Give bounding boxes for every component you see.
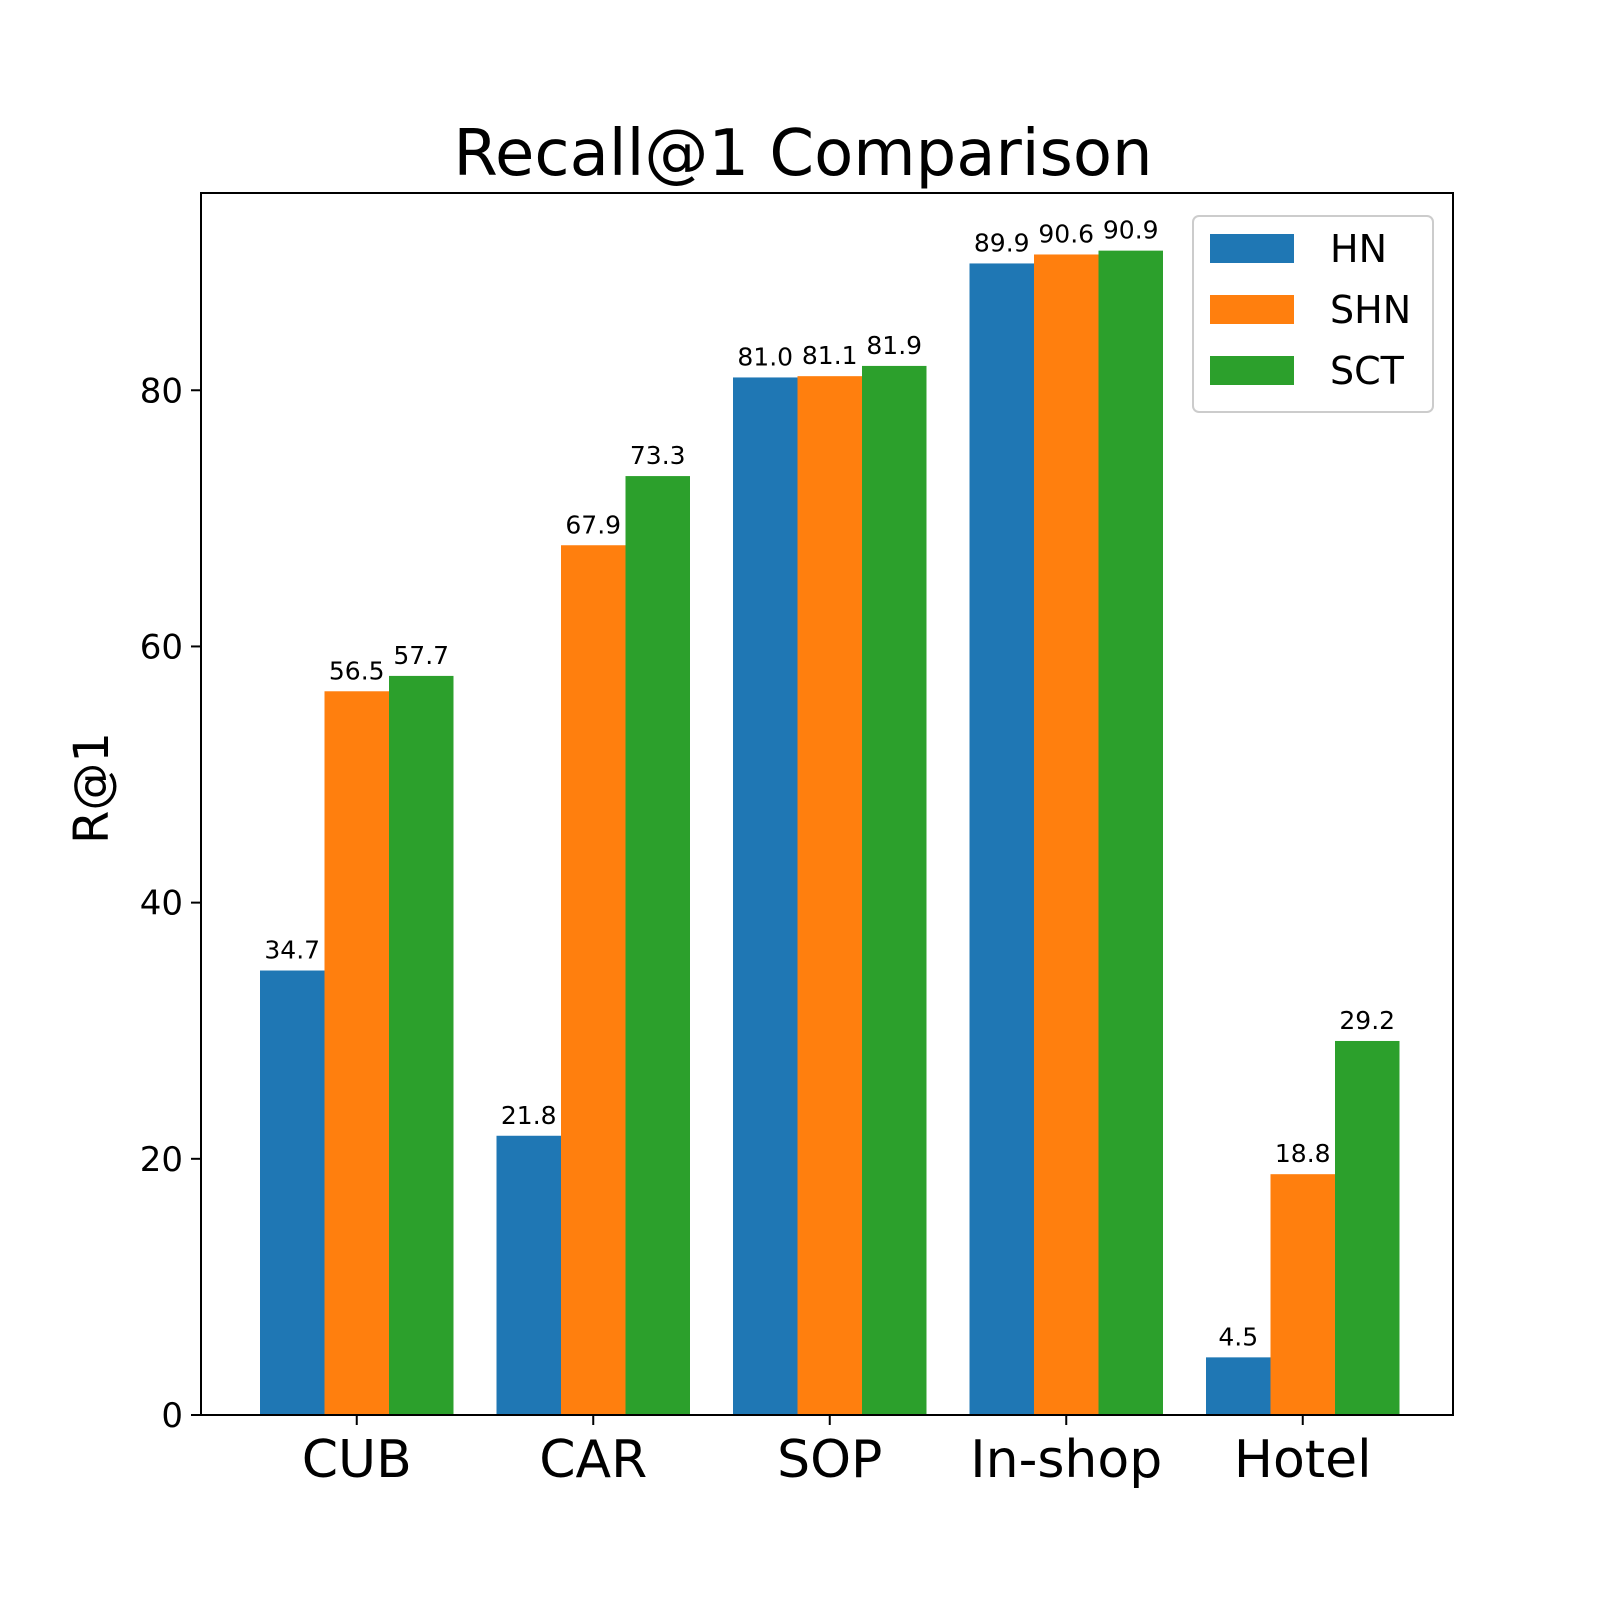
bar-value-label: 89.9 bbox=[974, 228, 1030, 257]
bar-value-label: 57.7 bbox=[393, 641, 449, 670]
legend-swatch-shn bbox=[1210, 295, 1294, 324]
bar-hn-hotel bbox=[1206, 1357, 1271, 1415]
bar-value-label: 34.7 bbox=[264, 936, 320, 965]
y-axis-label: R@1 bbox=[64, 732, 120, 844]
chart-title: Recall@1 Comparison bbox=[453, 117, 1152, 191]
bar-value-label: 90.9 bbox=[1103, 216, 1159, 245]
x-tick-label: Hotel bbox=[1234, 1430, 1372, 1490]
legend-swatch-sct bbox=[1210, 356, 1294, 385]
legend-label-shn: SHN bbox=[1330, 288, 1411, 332]
bar-hn-cub bbox=[260, 970, 325, 1415]
bar-sct-car bbox=[625, 476, 690, 1416]
bar-hn-in-shop bbox=[969, 263, 1034, 1416]
bar-value-label: 67.9 bbox=[565, 510, 621, 539]
bar-value-label: 81.1 bbox=[802, 341, 858, 370]
bar-value-label: 4.5 bbox=[1218, 1322, 1258, 1351]
bar-hn-sop bbox=[733, 377, 798, 1416]
legend: HN SHN SCT bbox=[1192, 215, 1434, 413]
bar-value-label: 18.8 bbox=[1275, 1139, 1331, 1168]
bars-group bbox=[260, 250, 1400, 1416]
x-tick-label: CUB bbox=[302, 1430, 412, 1490]
x-axis-ticks: CUB CAR SOP In-shop Hotel bbox=[302, 1415, 1372, 1490]
bar-value-label: 56.5 bbox=[329, 656, 385, 685]
bar-sct-hotel bbox=[1335, 1040, 1400, 1415]
bar-shn-sop bbox=[797, 376, 862, 1415]
bar-value-label: 81.9 bbox=[866, 331, 922, 360]
y-axis-ticks: 0 20 40 60 80 bbox=[140, 371, 201, 1436]
x-tick-label: SOP bbox=[777, 1430, 882, 1490]
y-tick-label: 0 bbox=[161, 1396, 183, 1436]
y-tick-label: 60 bbox=[140, 627, 183, 667]
y-tick-label: 20 bbox=[140, 1140, 183, 1180]
legend-swatch-hn bbox=[1210, 234, 1294, 263]
bar-value-label: 90.6 bbox=[1038, 219, 1094, 248]
bar-shn-car bbox=[561, 545, 626, 1415]
legend-label-hn: HN bbox=[1330, 227, 1387, 271]
bar-shn-in-shop bbox=[1034, 254, 1099, 1416]
bar-sct-in-shop bbox=[1098, 250, 1163, 1415]
x-tick-label: CAR bbox=[539, 1430, 647, 1490]
bar-value-label: 73.3 bbox=[630, 441, 686, 470]
plot-area-frame bbox=[200, 192, 1454, 1416]
bar-hn-car bbox=[496, 1135, 561, 1415]
legend-label-sct: SCT bbox=[1330, 349, 1405, 393]
bar-labels-group: 34.7 21.8 81.0 89.9 4.5 56.5 67.9 81.1 90.6 18.8 5… bbox=[264, 216, 1395, 1352]
bar-shn-cub bbox=[324, 691, 389, 1415]
y-tick-label: 80 bbox=[140, 371, 183, 411]
y-tick-label: 40 bbox=[140, 884, 183, 924]
bar-value-label: 29.2 bbox=[1339, 1006, 1395, 1035]
bar-value-label: 21.8 bbox=[501, 1101, 557, 1130]
bar-value-label: 81.0 bbox=[737, 342, 793, 371]
bar-shn-hotel bbox=[1270, 1174, 1335, 1415]
bar-sct-sop bbox=[862, 365, 927, 1415]
x-tick-label: In-shop bbox=[970, 1430, 1162, 1490]
bar-sct-cub bbox=[389, 675, 454, 1415]
